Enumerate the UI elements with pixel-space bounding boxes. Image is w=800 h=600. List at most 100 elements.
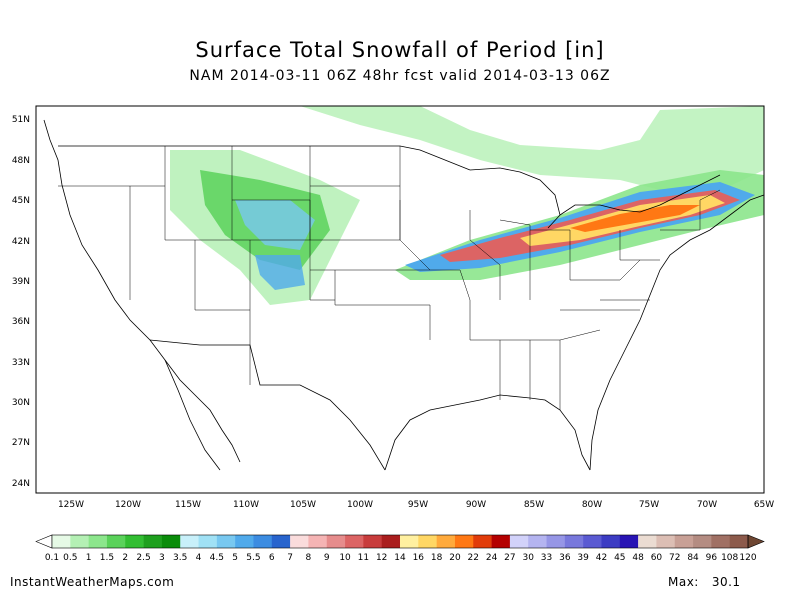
colorbar-swatch (253, 535, 273, 548)
colorbar-swatch (271, 535, 291, 548)
colorbar-tick-label: 120 (739, 553, 756, 563)
colorbar-tick-label: 0.1 (45, 553, 59, 563)
colorbar-tick-label: 4 (196, 553, 202, 563)
snow-area-canada (300, 106, 764, 200)
lat-label: 30N (12, 398, 30, 408)
colorbar-tick-label: 2 (122, 553, 128, 563)
colorbar-tick-label: 42 (596, 553, 607, 563)
lon-label: 110W (233, 500, 259, 510)
colorbar-tick-label: 48 (632, 553, 644, 563)
lon-label: 105W (290, 500, 316, 510)
colorbar-swatch (418, 535, 437, 548)
max-value: 30.1 (711, 575, 741, 589)
colorbar-tick-label: 108 (721, 553, 738, 563)
colorbar-swatch (180, 535, 199, 548)
colorbar-labels: 0.1 0.5 1 1.5 2 2.5 3 3.5 4 4.5 5 5.5 6 7 8 9 10 11 12 14 16… (45, 553, 757, 563)
lat-label: 51N (12, 115, 30, 125)
colorbar-swatch (400, 535, 419, 548)
colorbar-swatch (363, 535, 382, 548)
colorbar-tick-label: 84 (687, 553, 699, 563)
colorbar-swatch (711, 535, 730, 548)
colorbar-swatch (454, 535, 474, 548)
colorbar-swatch (161, 535, 181, 548)
baja (164, 359, 221, 471)
map-frame (35, 105, 765, 494)
colorbar-tick-label: 1.5 (100, 553, 114, 563)
colorbar-swatch (638, 535, 657, 548)
colorbar-tick-label: 27 (504, 553, 515, 563)
colorbar-tick-label: 36 (559, 553, 571, 563)
gulf-coast (384, 394, 591, 471)
lon-label: 115W (175, 500, 201, 510)
lat-label: 24N (12, 479, 30, 489)
colorbar-tick-label: 30 (522, 553, 534, 563)
colorbar-tick-label: 22 (468, 553, 479, 563)
colorbar-tick-label: 2.5 (136, 553, 150, 563)
snow-band-orange (570, 205, 700, 232)
longitude-labels: 125W 120W 115W 110W 105W 100W 95W 90W 85… (58, 500, 774, 510)
lat-label: 48N (12, 156, 30, 166)
colorbar-tick-label: 16 (413, 553, 425, 563)
lon-label: 125W (58, 500, 84, 510)
lat-label: 27N (12, 438, 30, 448)
source-credit: InstantWeatherMaps.com (10, 575, 175, 589)
colorbar-tick-label: 5 (232, 553, 238, 563)
colorbar-tick-label: 8 (306, 553, 312, 563)
colorbar-swatch (491, 535, 511, 548)
colorbar-swatch (70, 535, 89, 548)
colorbar-tick-label: 4.5 (210, 553, 224, 563)
colorbar-swatch (729, 535, 749, 548)
great-lakes (469, 167, 721, 229)
colorbar-tick-label: 6 (269, 553, 275, 563)
map-subtitle: NAM 2014-03-11 06Z 48hr fcst valid 2014-… (189, 68, 611, 84)
west-coast (43, 119, 241, 463)
east-coast (589, 194, 764, 471)
colorbar-tick-label: 7 (287, 553, 293, 563)
lat-label: 45N (12, 196, 30, 206)
colorbar-swatch (564, 535, 584, 548)
snowfall-shading (170, 106, 764, 305)
colorbar-swatch (143, 535, 163, 548)
colorbar-swatch (326, 535, 346, 548)
colorbar-tick-label: 33 (541, 553, 552, 563)
us-canada-border (58, 145, 471, 171)
us-mexico-border (149, 339, 386, 471)
colorbar-swatch (656, 535, 676, 548)
colorbar-tick-label: 14 (394, 553, 406, 563)
colorbar-max-arrow (747, 534, 765, 549)
lon-label: 75W (639, 500, 659, 510)
colorbar-swatch (674, 535, 694, 548)
colorbar-outline (51, 534, 749, 549)
colorbar-tick-label: 18 (431, 553, 443, 563)
colorbar-tick-label: 9 (324, 553, 330, 563)
colorbar-tick-label: 20 (449, 553, 461, 563)
lon-label: 120W (115, 500, 141, 510)
lon-label: 90W (466, 500, 486, 510)
colorbar-swatch (546, 535, 566, 548)
colorbar-tick-label: 12 (376, 553, 387, 563)
colorbar-tick-label: 3.5 (173, 553, 187, 563)
colorbar-swatch (88, 535, 108, 548)
colorbar-tick-label: 5.5 (246, 553, 260, 563)
colorbar-swatch (216, 535, 236, 548)
colorbar-tick-label: 1 (86, 553, 92, 563)
colorbar-swatch (345, 535, 364, 548)
colorbar-min-arrow (35, 534, 53, 549)
colorbar-tick-label: 11 (358, 553, 369, 563)
colorbar-swatch (693, 535, 712, 548)
colorbar-tick-label: 39 (577, 553, 589, 563)
colorbar-swatch (235, 535, 254, 548)
colorbar-tick-label: 10 (339, 553, 351, 563)
lat-label: 42N (12, 237, 30, 247)
lat-label: 33N (12, 358, 30, 368)
colorbar-swatch (509, 535, 529, 548)
lat-label: 36N (12, 317, 30, 327)
colorbar-tick-label: 45 (614, 553, 625, 563)
colorbar-tick-label: 0.5 (63, 553, 77, 563)
colorbar-tick-label: 3 (159, 553, 165, 563)
lon-label: 95W (408, 500, 428, 510)
colorbar-tick-label: 96 (706, 553, 718, 563)
colorbar-swatch (601, 535, 621, 548)
colorbar-swatch (583, 535, 602, 548)
lon-label: 85W (524, 500, 544, 510)
